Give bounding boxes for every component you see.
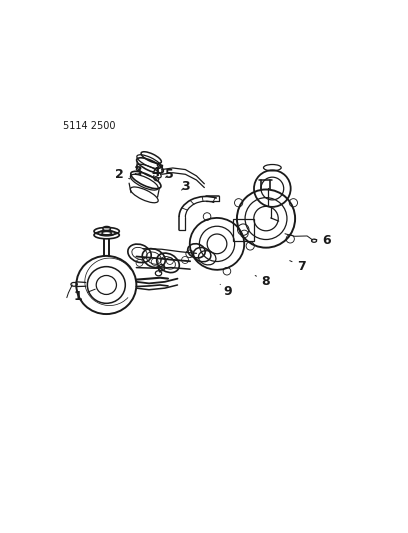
Text: 8: 8 <box>255 274 271 288</box>
Text: 3: 3 <box>133 165 141 178</box>
Text: 4: 4 <box>151 166 160 179</box>
Text: 5114 2500: 5114 2500 <box>63 121 115 131</box>
Text: 2: 2 <box>115 168 130 181</box>
Text: 6: 6 <box>315 234 331 247</box>
Text: 9: 9 <box>220 284 232 298</box>
Text: 5: 5 <box>165 168 174 181</box>
Text: 7: 7 <box>290 260 306 272</box>
Bar <box>233 219 253 241</box>
Text: 1: 1 <box>73 289 95 303</box>
Text: 3: 3 <box>181 180 190 193</box>
